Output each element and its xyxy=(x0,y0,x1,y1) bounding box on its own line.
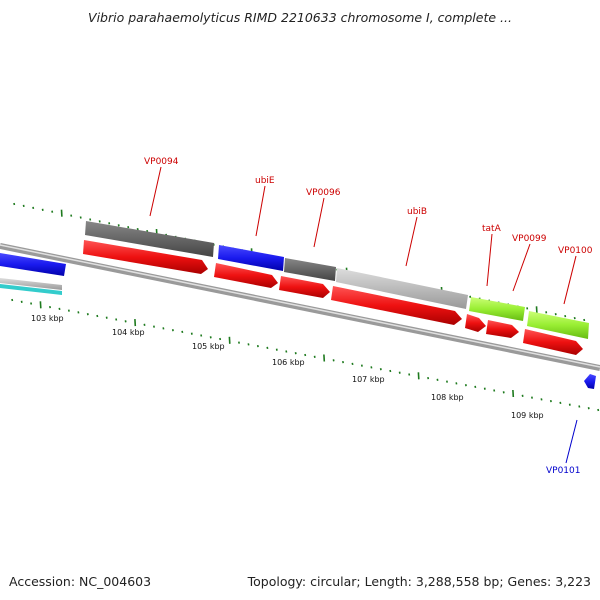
feature-vp0096-band[interactable] xyxy=(284,258,336,281)
scale-label-108: 108 kbp xyxy=(431,393,464,402)
scale-label-107: 107 kbp xyxy=(352,375,385,384)
scale-label-106: 106 kbp xyxy=(272,358,305,367)
leader-ubie xyxy=(255,185,266,237)
genome-backbone-highlight xyxy=(0,244,600,368)
leader-vp0099 xyxy=(512,243,531,292)
gene-label-ubie[interactable]: ubiE xyxy=(255,176,275,186)
genome-backbone xyxy=(0,243,600,371)
cds-vp0100-arrow[interactable] xyxy=(523,329,583,355)
feature-vp0094-band[interactable] xyxy=(85,221,214,257)
feature-ubie-band[interactable] xyxy=(218,245,284,271)
cds-ubie-arrow[interactable] xyxy=(214,263,278,288)
gene-label-vp0094[interactable]: VP0094 xyxy=(144,157,179,167)
feature-left-gray[interactable] xyxy=(0,278,62,290)
cds-vp0096-arrow[interactable] xyxy=(279,276,330,298)
leader-tata xyxy=(486,233,493,287)
gene-label-ubib[interactable]: ubiB xyxy=(407,207,427,217)
gene-label-vp0099[interactable]: VP0099 xyxy=(512,234,547,244)
gene-label-vp0100[interactable]: VP0100 xyxy=(558,246,593,256)
gene-label-leaders xyxy=(149,166,578,464)
cds-vp0101-arrow[interactable] xyxy=(584,374,596,389)
scale-label-103: 103 kbp xyxy=(31,314,64,323)
feature-tata-band[interactable] xyxy=(469,297,525,321)
scale-label-109: 109 kbp xyxy=(511,411,544,420)
gene-label-tata[interactable]: tatA xyxy=(482,224,502,234)
gene-label-vp0096[interactable]: VP0096 xyxy=(306,188,341,198)
feature-left-blue[interactable] xyxy=(0,253,66,276)
scale-label-105: 105 kbp xyxy=(192,342,225,351)
inner-tick-marks xyxy=(11,298,600,412)
feature-left-cyan[interactable] xyxy=(0,284,62,295)
leader-vp0101 xyxy=(565,419,578,464)
summary-text: Topology: circular; Length: 3,288,558 bp… xyxy=(247,574,591,589)
leader-vp0094 xyxy=(149,166,162,217)
gene-label-vp0101[interactable]: VP0101 xyxy=(546,466,581,476)
feature-vp0100-band[interactable] xyxy=(527,311,589,339)
cds-ubib-arrow[interactable] xyxy=(331,286,462,325)
cds-vp0099-arrow[interactable] xyxy=(486,320,519,338)
cds-tata-arrow[interactable] xyxy=(465,314,486,332)
leader-ubib xyxy=(405,216,418,267)
accession-text: Accession: NC_004603 xyxy=(9,574,152,589)
leader-vp0100 xyxy=(563,255,577,305)
scale-label-104: 104 kbp xyxy=(112,328,145,337)
scale-labels: 103 kbp 104 kbp 105 kbp 106 kbp 107 kbp … xyxy=(31,314,544,420)
feature-ubib-band[interactable] xyxy=(336,268,468,309)
map-title: Vibrio parahaemolyticus RIMD 2210633 chr… xyxy=(88,10,512,25)
cds-vp0094-arrow[interactable] xyxy=(83,240,208,274)
leader-vp0096 xyxy=(313,197,325,248)
gene-labels: VP0094 ubiE VP0096 ubiB tatA VP0099 VP01… xyxy=(144,157,593,476)
